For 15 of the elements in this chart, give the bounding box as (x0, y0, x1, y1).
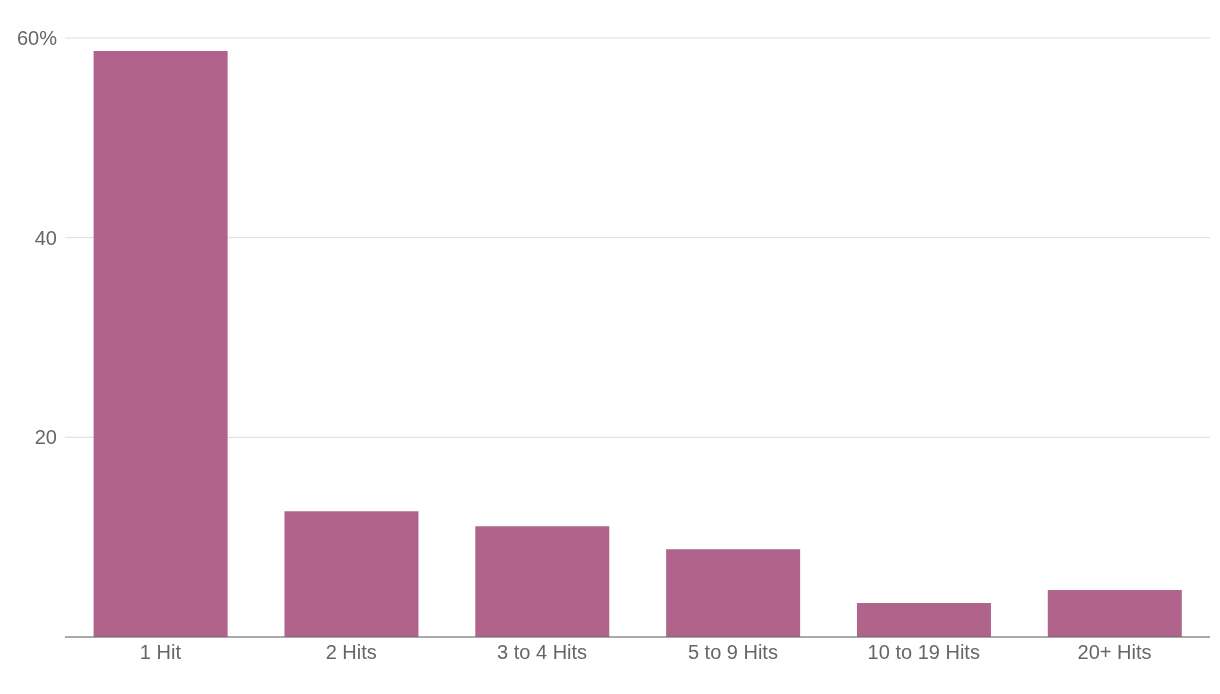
bar (666, 549, 801, 637)
y-tick-label: 20 (34, 426, 57, 449)
bar (1047, 590, 1182, 637)
bar (284, 511, 419, 637)
x-tick-label: 1 Hit (139, 641, 182, 664)
x-tick-label: 5 to 9 Hits (687, 641, 778, 664)
x-tick-label: 2 Hits (325, 641, 377, 664)
x-tick-label: 3 to 4 Hits (497, 641, 588, 664)
x-tick-label: 10 to 19 Hits (867, 641, 980, 664)
bar (475, 526, 610, 637)
bar (93, 50, 228, 637)
y-tick-label: 60% (16, 27, 58, 50)
y-tick-label: 40 (34, 226, 57, 249)
x-tick-label: 20+ Hits (1077, 641, 1152, 664)
bar (856, 603, 991, 637)
